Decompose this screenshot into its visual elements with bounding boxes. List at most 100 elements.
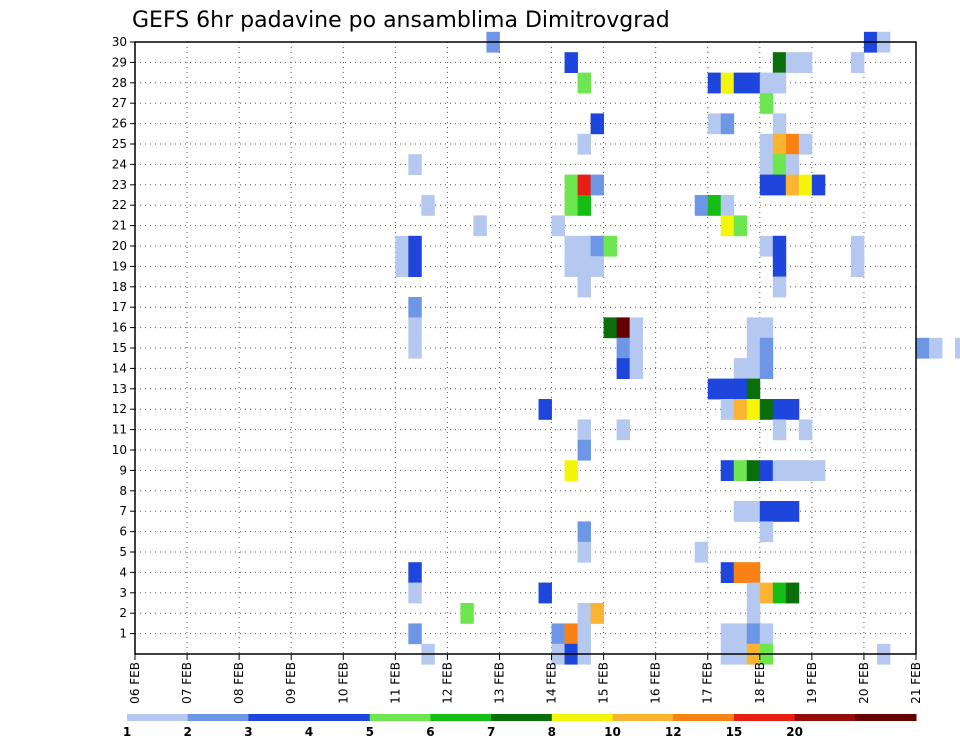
heatmap-cell bbox=[772, 419, 787, 441]
x-tick-label: 08 FEB bbox=[232, 662, 246, 704]
x-tick-label: 17 FEB bbox=[701, 662, 715, 704]
y-tick-label: 7 bbox=[119, 504, 127, 518]
legend-swatch bbox=[794, 714, 856, 721]
heatmap-cell bbox=[590, 235, 604, 257]
legend-label: 4 bbox=[305, 725, 313, 739]
heatmap-cell bbox=[577, 603, 591, 624]
heatmap-cell bbox=[629, 358, 644, 379]
heatmap-cell bbox=[538, 399, 552, 420]
legend-swatch bbox=[309, 714, 371, 721]
chart-title: GEFS 6hr padavine po ansamblima Dimitrov… bbox=[132, 8, 670, 33]
heatmap-cell bbox=[759, 154, 774, 175]
heatmap-cell bbox=[811, 174, 826, 196]
y-tick-label: 20 bbox=[112, 239, 127, 253]
legend-label: 7 bbox=[487, 725, 495, 739]
x-tick-label: 15 FEB bbox=[597, 662, 611, 704]
heatmap-cell bbox=[733, 562, 748, 583]
heatmap-cell bbox=[694, 541, 709, 563]
heatmap-cell bbox=[746, 603, 761, 624]
heatmap-cell bbox=[746, 501, 761, 522]
legend-label: 20 bbox=[786, 725, 803, 739]
heatmap-cell bbox=[955, 337, 960, 359]
heatmap-cell bbox=[603, 235, 618, 257]
legend-label: 2 bbox=[184, 725, 192, 739]
heatmap-cell bbox=[733, 378, 748, 400]
heatmap-cell bbox=[733, 72, 748, 94]
color-legend: 1 2 3 4 5 6 7 8 10 12 15 20 bbox=[123, 714, 917, 739]
heatmap-cell bbox=[694, 195, 709, 216]
y-tick-label: 18 bbox=[112, 280, 127, 294]
heatmap-cell bbox=[564, 52, 578, 73]
x-tick-label: 13 FEB bbox=[492, 662, 506, 704]
legend-swatch bbox=[673, 714, 735, 721]
y-tick-label: 24 bbox=[112, 157, 127, 171]
heatmap-cell bbox=[850, 235, 865, 257]
y-tick-label: 1 bbox=[119, 627, 127, 641]
x-tick-label: 10 FEB bbox=[336, 662, 350, 704]
y-tick-label: 28 bbox=[112, 76, 127, 90]
heatmap-cell bbox=[759, 521, 774, 543]
y-tick-label: 14 bbox=[112, 361, 127, 375]
heatmap-cell bbox=[408, 623, 422, 645]
heatmap-cell bbox=[720, 113, 735, 135]
heatmap-cell bbox=[798, 174, 813, 196]
heatmap-cell bbox=[746, 358, 761, 379]
legend-label: 6 bbox=[426, 725, 434, 739]
heatmap-cell bbox=[577, 623, 591, 645]
heatmap-cell bbox=[850, 52, 865, 73]
legend-label: 3 bbox=[244, 725, 252, 739]
heatmap-cell bbox=[408, 297, 422, 318]
heatmap-cell bbox=[759, 317, 774, 339]
heatmap-cell bbox=[798, 419, 813, 441]
heatmap-cell bbox=[408, 582, 422, 604]
heatmap-cell bbox=[577, 256, 591, 277]
heatmap-cell bbox=[707, 113, 722, 135]
heatmap-cell bbox=[746, 623, 761, 645]
y-tick-label: 3 bbox=[119, 586, 127, 600]
heatmap-cell bbox=[759, 501, 774, 522]
y-axis-ticks: 1234567891011121314151617181920212223242… bbox=[112, 35, 135, 641]
y-tick-label: 30 bbox=[112, 35, 127, 49]
legend-swatch bbox=[187, 714, 249, 721]
heatmap-cell bbox=[785, 460, 800, 481]
heatmap-cell bbox=[785, 582, 800, 604]
heatmap-cells bbox=[395, 31, 960, 665]
heatmap-cell bbox=[772, 154, 787, 175]
legend-label: 15 bbox=[726, 725, 743, 739]
y-tick-label: 25 bbox=[112, 137, 127, 151]
heatmap-cell bbox=[785, 52, 800, 73]
legend-swatch bbox=[551, 714, 614, 721]
y-tick-label: 5 bbox=[119, 545, 127, 559]
heatmap-cell bbox=[720, 195, 735, 216]
heatmap-cell bbox=[811, 460, 826, 481]
heatmap-cell bbox=[720, 399, 735, 420]
y-tick-label: 6 bbox=[119, 525, 127, 539]
y-tick-label: 22 bbox=[112, 198, 127, 212]
heatmap-cell bbox=[395, 235, 409, 257]
heatmap-cell bbox=[473, 215, 487, 237]
heatmap-cell bbox=[551, 623, 565, 645]
x-tick-label: 12 FEB bbox=[440, 662, 454, 704]
x-axis-ticks: 06 FEB 07 FEB 08 FEB 09 FEB 10 FEB 11 FEB 12 F… bbox=[128, 654, 923, 704]
heatmap-cell bbox=[785, 174, 800, 196]
heatmap-cell bbox=[746, 562, 761, 583]
x-tick-label: 11 FEB bbox=[388, 662, 402, 704]
heatmap-cell bbox=[759, 623, 774, 645]
heatmap-cell bbox=[408, 256, 422, 277]
heatmap-cell bbox=[590, 113, 604, 135]
heatmap-cell bbox=[590, 174, 604, 196]
y-tick-label: 26 bbox=[112, 117, 127, 131]
heatmap-cell bbox=[798, 460, 813, 481]
x-tick-label: 09 FEB bbox=[284, 662, 298, 704]
heatmap-cell bbox=[733, 501, 748, 522]
heatmap-cell bbox=[746, 72, 761, 94]
heatmap-cell bbox=[772, 113, 787, 135]
legend-swatch bbox=[369, 714, 431, 721]
y-tick-label: 4 bbox=[119, 565, 127, 579]
heatmap-cell bbox=[577, 235, 591, 257]
heatmap-cell bbox=[616, 419, 631, 441]
x-tick-label: 18 FEB bbox=[753, 662, 767, 704]
y-tick-label: 29 bbox=[112, 55, 127, 69]
heatmap-cell bbox=[577, 195, 591, 216]
heatmap-cell bbox=[564, 623, 578, 645]
